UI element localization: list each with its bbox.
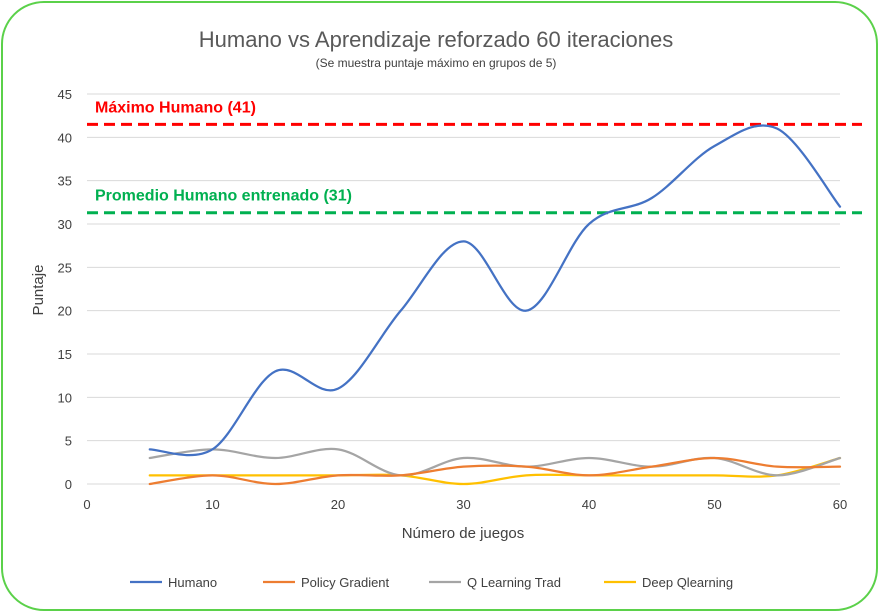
x-tick-label: 10 — [205, 497, 219, 512]
grid-lines — [87, 93, 840, 485]
legend-label: Deep Qlearning — [642, 575, 733, 590]
y-tick-label: 10 — [58, 390, 72, 405]
y-tick-label: 45 — [58, 87, 72, 102]
reference-line-label: Máximo Humano (41) — [95, 99, 256, 116]
y-axis-label: Puntaje — [30, 265, 47, 316]
y-tick-label: 25 — [58, 260, 72, 275]
reference-line-label: Promedio Humano entrenado (31) — [95, 188, 352, 205]
x-tick-label: 30 — [456, 497, 470, 512]
x-tick-label: 60 — [833, 497, 847, 512]
x-axis-label: Número de juegos — [402, 525, 525, 542]
y-tick-label: 35 — [58, 174, 72, 189]
y-tick-label: 15 — [58, 347, 72, 362]
y-axis-ticks: 0 5 10 15 20 25 30 35 40 45 — [58, 87, 72, 492]
series-line-policy-gradient — [148, 456, 842, 486]
legend-label: Humano — [168, 575, 217, 590]
legend: Humano Policy Gradient Q Learning Trad Deep… — [130, 575, 733, 590]
chart-subtitle: (Se muestra puntaje máximo en grupos de … — [316, 56, 557, 70]
y-tick-label: 5 — [65, 434, 72, 449]
x-tick-label: 40 — [582, 497, 596, 512]
legend-label: Policy Gradient — [301, 575, 390, 590]
series-line-humano — [148, 124, 842, 457]
chart-title: Humano vs Aprendizaje reforzado 60 itera… — [199, 27, 674, 52]
legend-label: Q Learning Trad — [467, 575, 561, 590]
x-tick-label: 0 — [83, 497, 90, 512]
y-tick-label: 0 — [65, 477, 72, 492]
reference-lines: Máximo Humano (41) Promedio Humano entren… — [87, 99, 862, 215]
x-axis-ticks: 0 10 20 30 40 50 60 — [83, 497, 847, 512]
series-lines — [148, 124, 842, 486]
y-tick-label: 20 — [58, 304, 72, 319]
x-tick-label: 20 — [331, 497, 345, 512]
series-line-deep-qlearning — [148, 456, 842, 486]
y-tick-label: 30 — [58, 217, 72, 232]
y-tick-label: 40 — [58, 130, 72, 145]
x-tick-label: 50 — [707, 497, 721, 512]
